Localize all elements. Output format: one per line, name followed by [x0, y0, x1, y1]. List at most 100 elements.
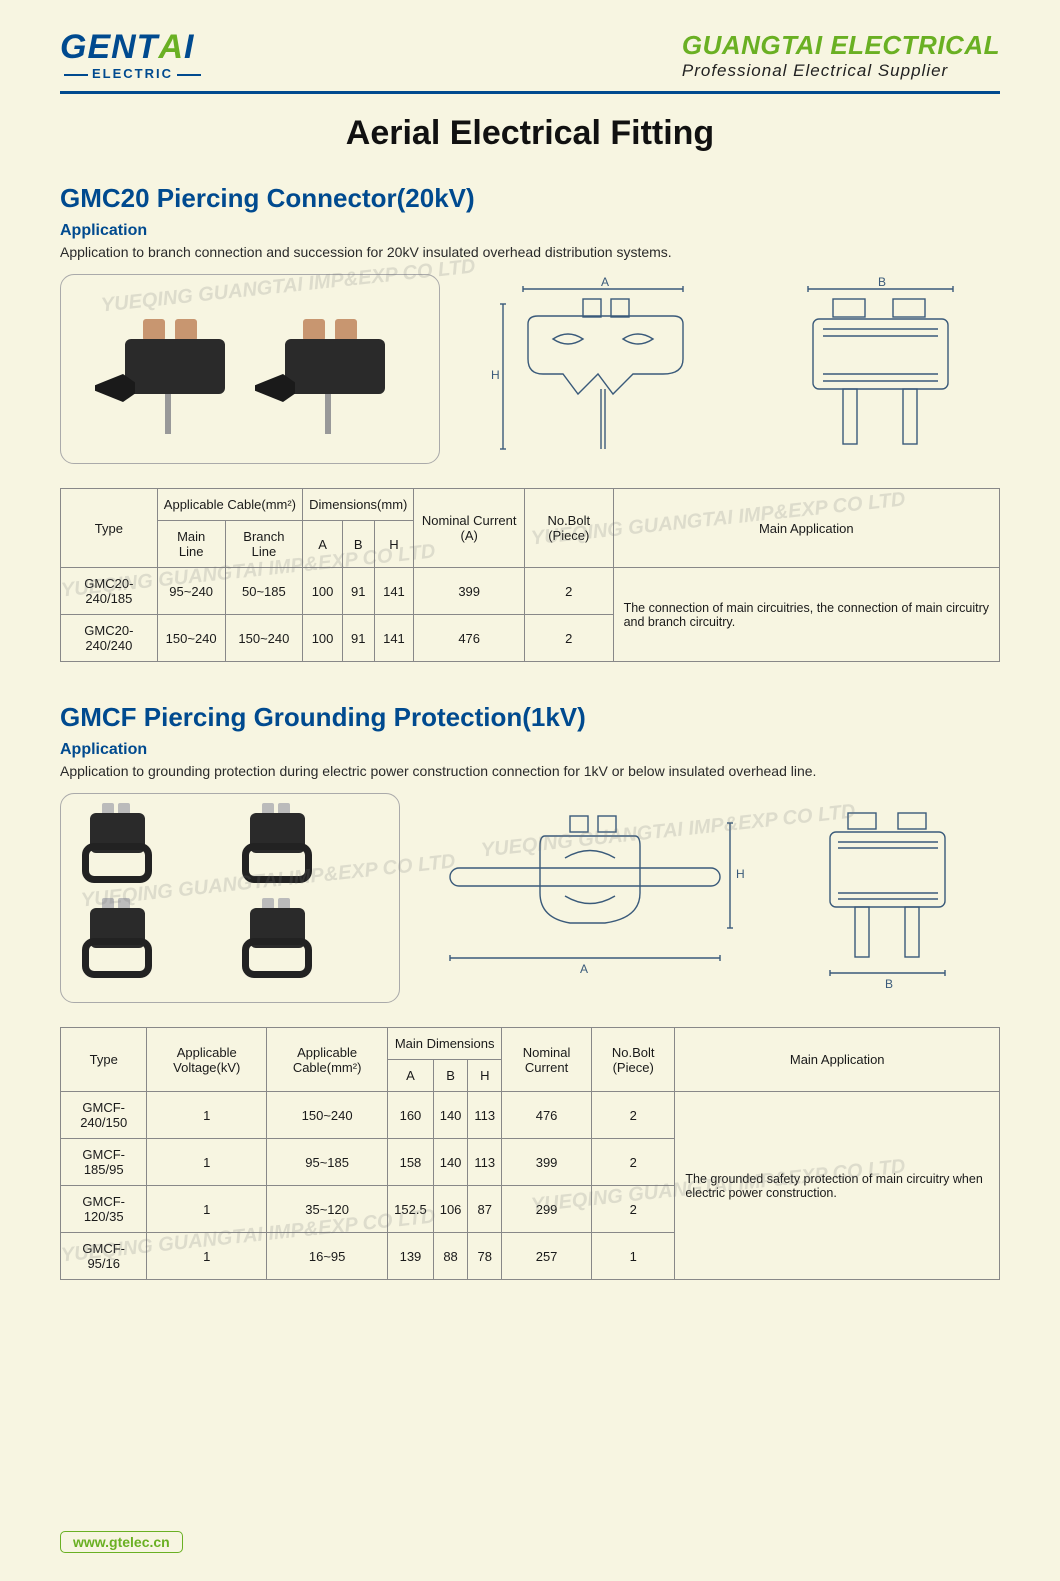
cell: GMC20-240/240 [61, 615, 158, 662]
cell-app: The grounded safety protection of main c… [675, 1092, 1000, 1280]
cell: 100 [303, 615, 343, 662]
section-gmcf: GMCF Piercing Grounding Protection(1kV) … [60, 702, 1000, 1280]
section1-image-row: A H B [60, 274, 1000, 464]
footer-url[interactable]: www.gtelec.cn [60, 1531, 183, 1553]
cell: 160 [388, 1092, 434, 1139]
svg-text:A: A [601, 275, 609, 289]
th-a: A [303, 521, 343, 568]
cell: 35~120 [267, 1186, 388, 1233]
cell: 139 [388, 1233, 434, 1280]
cell: 399 [414, 568, 525, 615]
th-h: H [374, 521, 414, 568]
th-b: B [433, 1060, 468, 1092]
cell: 88 [433, 1233, 468, 1280]
cell: 95~240 [157, 568, 225, 615]
th-app: Main Application [613, 489, 999, 568]
th-branchline: Branch Line [225, 521, 303, 568]
section1-table: Type Applicable Cable(mm²) Dimensions(mm… [60, 488, 1000, 662]
th-cable: Applicable Cable(mm²) [157, 489, 302, 521]
ground-clamps-photo [80, 808, 380, 988]
cell: 2 [591, 1092, 674, 1139]
cell: 476 [502, 1092, 592, 1139]
logo-text-2: A [158, 30, 184, 64]
cell: 50~185 [225, 568, 303, 615]
th-mainline: Main Line [157, 521, 225, 568]
cell: 95~185 [267, 1139, 388, 1186]
section2-image-row: H A B [60, 793, 1000, 1003]
cell: 91 [342, 568, 374, 615]
cell: 399 [502, 1139, 592, 1186]
section1-photo-box [60, 274, 440, 464]
header-right: GUANGTAI ELECTRICAL Professional Electri… [682, 30, 1000, 81]
cell: 2 [525, 615, 614, 662]
section2-title: GMCF Piercing Grounding Protection(1kV) [60, 702, 1000, 733]
cell: 150~240 [225, 615, 303, 662]
th-h: H [468, 1060, 502, 1092]
cell: 476 [414, 615, 525, 662]
cell: GMCF-120/35 [61, 1186, 147, 1233]
cell: 1 [147, 1092, 267, 1139]
logo-subtext: ELECTRIC [60, 66, 205, 81]
th-nominal: Nominal Current (A) [414, 489, 525, 568]
logo-text-3: I [184, 28, 194, 66]
logo-text-1: GENT [60, 28, 158, 66]
cell: 152.5 [388, 1186, 434, 1233]
cell: GMCF-185/95 [61, 1139, 147, 1186]
gmcf-front-diagram: B [790, 798, 990, 998]
section1-app-label: Application [60, 222, 1000, 240]
cell: 150~240 [157, 615, 225, 662]
cell-app: The connection of main circuitries, the … [613, 568, 999, 662]
th-b: B [342, 521, 374, 568]
gmc20-side-diagram: B [778, 274, 978, 464]
section1-diagrams: A H B [460, 274, 1000, 464]
cell: GMCF-240/150 [61, 1092, 147, 1139]
section2-photo-box [60, 793, 400, 1003]
th-bolt: No.Bolt (Piece) [591, 1028, 674, 1092]
cell: 299 [502, 1186, 592, 1233]
cell: 2 [591, 1186, 674, 1233]
th-cable: Applicable Cable(mm²) [267, 1028, 388, 1092]
section2-app-label: Application [60, 741, 1000, 759]
cell: GMCF-95/16 [61, 1233, 147, 1280]
th-type: Type [61, 1028, 147, 1092]
svg-text:B: B [878, 275, 886, 289]
section2-table: Type Applicable Voltage(kV) Applicable C… [60, 1027, 1000, 1280]
cell: GMC20-240/185 [61, 568, 158, 615]
header-rule [60, 91, 1000, 94]
cell: 1 [591, 1233, 674, 1280]
cell: 2 [591, 1139, 674, 1186]
connector-photo-1 [95, 304, 245, 434]
company-tagline: Professional Electrical Supplier [682, 61, 1000, 81]
connector-photo-2 [255, 304, 405, 434]
section-gmc20: GMC20 Piercing Connector(20kV) Applicati… [60, 183, 1000, 662]
gmcf-side-diagram: H A [430, 798, 750, 998]
svg-text:A: A [580, 962, 588, 976]
section1-app-text: Application to branch connection and suc… [60, 244, 1000, 260]
cell: 16~95 [267, 1233, 388, 1280]
cell: 158 [388, 1139, 434, 1186]
th-dims: Dimensions(mm) [303, 489, 414, 521]
page-title: Aerial Electrical Fitting [60, 114, 1000, 153]
cell: 113 [468, 1092, 502, 1139]
cell: 150~240 [267, 1092, 388, 1139]
cell: 140 [433, 1092, 468, 1139]
th-voltage: Applicable Voltage(kV) [147, 1028, 267, 1092]
logo-left: GENTAI ELECTRIC [60, 30, 205, 81]
logo-brand: GENTAI [60, 30, 205, 64]
cell: 87 [468, 1186, 502, 1233]
cell: 141 [374, 568, 414, 615]
cell: 78 [468, 1233, 502, 1280]
cell: 1 [147, 1139, 267, 1186]
svg-text:H: H [736, 867, 745, 881]
svg-text:B: B [885, 977, 893, 991]
th-app: Main Application [675, 1028, 1000, 1092]
cell: 257 [502, 1233, 592, 1280]
cell: 100 [303, 568, 343, 615]
cell: 2 [525, 568, 614, 615]
th-nominal: Nominal Current [502, 1028, 592, 1092]
table-row: GMC20-240/185 95~240 50~185 100 91 141 3… [61, 568, 1000, 615]
th-dims: Main Dimensions [388, 1028, 502, 1060]
section2-diagrams: H A B [420, 793, 1000, 1003]
th-bolt: No.Bolt (Piece) [525, 489, 614, 568]
page-header: GENTAI ELECTRIC GUANGTAI ELECTRICAL Prof… [60, 30, 1000, 87]
